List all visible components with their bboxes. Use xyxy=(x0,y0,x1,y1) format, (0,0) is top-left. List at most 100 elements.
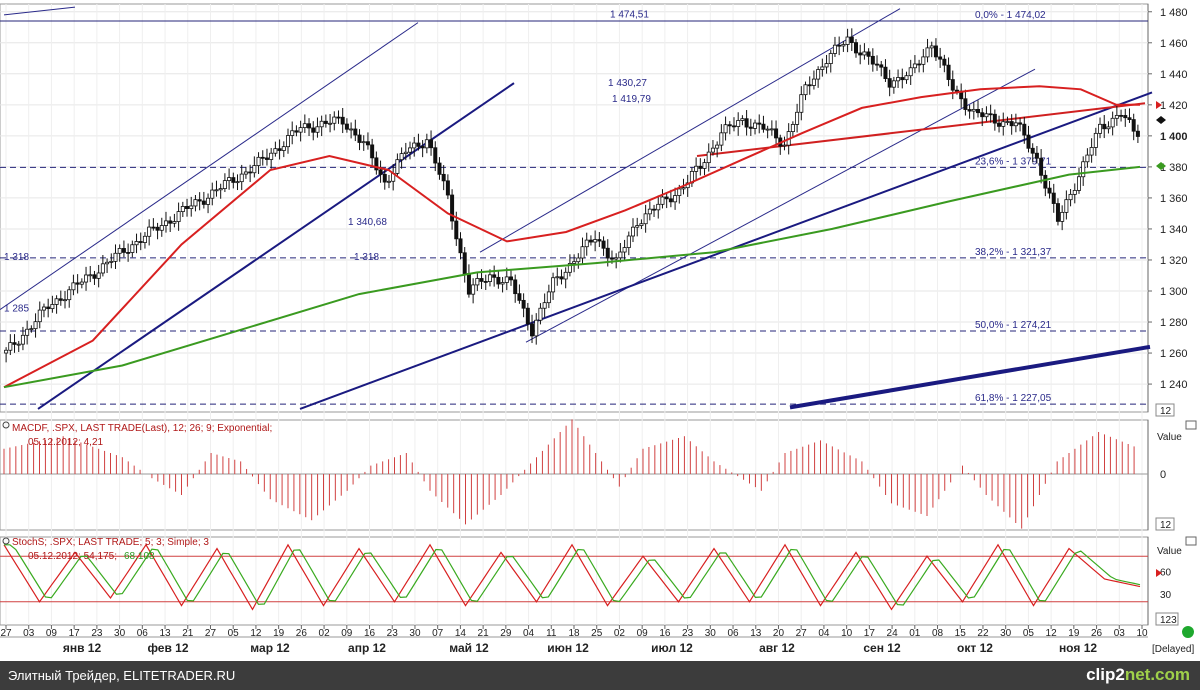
candle-body xyxy=(201,200,206,205)
candle-body xyxy=(332,116,337,124)
candle-body xyxy=(475,278,480,286)
candle-body xyxy=(1009,121,1014,127)
candle-body xyxy=(866,51,871,57)
candle-body xyxy=(828,53,833,64)
stoch-date-value: 05.12.2012; 54,175; xyxy=(28,551,117,562)
candle-body xyxy=(900,77,905,81)
candle-body xyxy=(134,241,139,246)
candle-body xyxy=(875,63,880,66)
candle-body xyxy=(736,120,741,127)
price-tick-label: 1 280 xyxy=(1160,317,1188,329)
clip2net-logo[interactable]: clip2net.com xyxy=(1086,665,1190,684)
candle-body xyxy=(462,252,467,275)
candle-body xyxy=(1068,193,1073,201)
candle-body xyxy=(559,276,564,280)
x-day-label: 23 xyxy=(91,628,103,639)
macd-title: MACDF, .SPX, LAST TRADE(Last), 12; 26; 9… xyxy=(12,423,272,434)
candle-body xyxy=(298,127,303,133)
x-day-label: 02 xyxy=(319,628,331,639)
candle-body xyxy=(349,128,354,131)
candle-body xyxy=(681,187,686,190)
stoch-axis-label: Value xyxy=(1157,546,1182,557)
candle-body xyxy=(954,89,959,92)
x-day-label: 16 xyxy=(659,628,671,639)
candle-body xyxy=(323,120,328,124)
candle-body xyxy=(222,180,227,189)
candle-body xyxy=(273,148,278,154)
x-day-label: 27 xyxy=(205,628,217,639)
candle-body xyxy=(1127,117,1132,120)
candle-body xyxy=(25,328,30,336)
stoch-tick-label: 60 xyxy=(1160,567,1172,578)
candle-body xyxy=(75,282,80,285)
x-day-label: 16 xyxy=(364,628,376,639)
level-label: 1 419,79 xyxy=(612,94,651,105)
candle-body xyxy=(252,165,257,174)
candle-body xyxy=(605,247,610,259)
candle-body xyxy=(597,239,602,242)
candle-body xyxy=(744,118,749,128)
candle-body xyxy=(933,45,938,58)
candle-body xyxy=(445,180,450,196)
delayed-status: [Delayed] xyxy=(1152,644,1194,655)
candle-body xyxy=(302,123,307,129)
candle-body xyxy=(441,173,446,182)
candle-body xyxy=(891,80,896,88)
x-month-label: апр 12 xyxy=(348,641,386,655)
candle-body xyxy=(643,213,648,225)
candle-body xyxy=(538,307,543,321)
x-day-label: 23 xyxy=(682,628,694,639)
candle-body xyxy=(483,281,488,283)
candle-body xyxy=(37,309,42,323)
candle-body xyxy=(365,141,370,146)
candle-body xyxy=(370,144,375,159)
stoch-close-button[interactable] xyxy=(1185,536,1197,546)
candle-body xyxy=(660,196,665,205)
candle-body xyxy=(395,159,400,174)
candle-body xyxy=(4,349,9,354)
candle-body xyxy=(740,118,745,121)
stoch-second-value: 68,108 xyxy=(124,551,155,562)
x-month-label: июн 12 xyxy=(547,641,589,655)
x-day-label: 19 xyxy=(1068,628,1080,639)
moving-average-red xyxy=(3,85,1140,389)
marker-last-price xyxy=(1156,116,1166,124)
candle-body xyxy=(504,276,509,283)
candle-body xyxy=(117,248,122,254)
candle-body xyxy=(29,328,34,331)
candle-body xyxy=(193,199,198,207)
candle-body xyxy=(315,126,320,133)
x-day-label: 05 xyxy=(1023,628,1035,639)
macd-close-button[interactable] xyxy=(1185,420,1197,430)
candle-body xyxy=(841,44,846,47)
candle-body xyxy=(609,257,614,260)
candle-body xyxy=(774,128,779,139)
candle-body xyxy=(176,211,181,222)
stoch-settings-icon xyxy=(2,537,10,545)
price-tick-label: 1 260 xyxy=(1160,348,1188,360)
candle-body xyxy=(1026,134,1031,149)
x-day-label: 11 xyxy=(546,628,557,639)
footer-credit: Элитный Трейдер, ELITETRADER.RU xyxy=(8,668,236,683)
x-month-label: июл 12 xyxy=(651,641,693,655)
stoch-title: StochS; .SPX; LAST TRADE; 5; 3; Simple; … xyxy=(12,537,209,548)
candle-body xyxy=(189,205,194,210)
candle-body xyxy=(12,342,17,345)
candle-body xyxy=(382,173,387,183)
candle-body xyxy=(84,274,89,283)
candle-body xyxy=(159,225,164,231)
stoch-d-line xyxy=(4,544,1141,606)
candle-body xyxy=(1051,192,1056,204)
candle-body xyxy=(378,169,383,175)
x-day-label: 04 xyxy=(818,628,830,639)
candle-body xyxy=(534,319,539,337)
candle-body xyxy=(277,148,282,151)
channel-line-upper-2 xyxy=(479,8,901,253)
price-tick-label: 1 240 xyxy=(1160,379,1188,391)
candle-body xyxy=(450,194,455,222)
candle-body xyxy=(753,122,758,129)
level-label: 1 474,51 xyxy=(610,9,649,20)
candle-body xyxy=(1135,130,1140,137)
candle-body xyxy=(832,44,837,54)
candle-body xyxy=(799,94,804,113)
